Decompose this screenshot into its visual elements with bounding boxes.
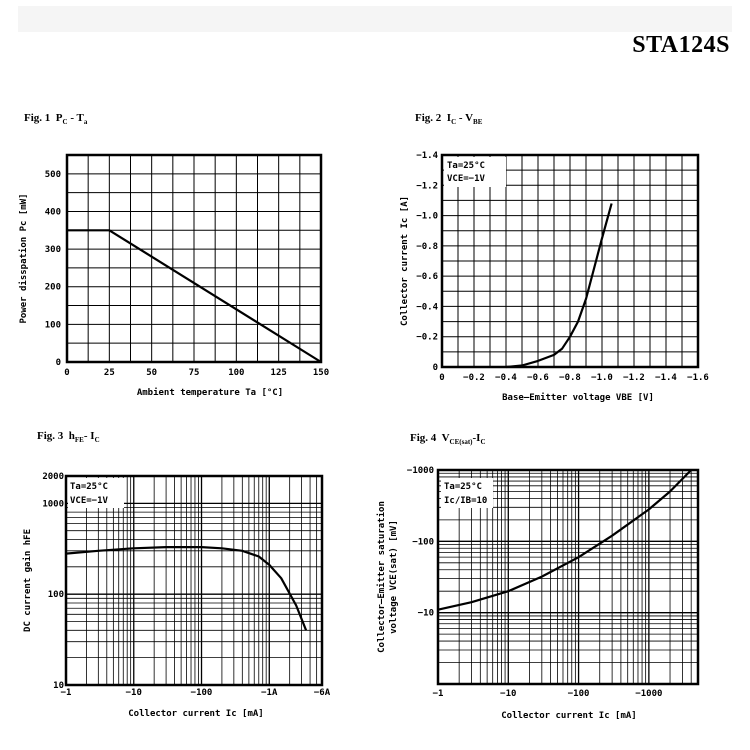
- fig1-series-line: [67, 229, 322, 363]
- fig3-annotation-vce: VCE=−1V: [70, 496, 109, 506]
- fig3-chart: Ta=25°C VCE=−1V −1 −10 −100 −1A −6A 10 100 1000 20…: [22, 472, 331, 719]
- fig2-xtick-label: −0.4: [495, 373, 517, 383]
- fig2-xlabel: Base–Emitter voltage VBE [V]: [502, 392, 654, 403]
- fig4-annotation-ratio: Ic/IB=10: [444, 496, 487, 506]
- fig1-chart: 0 25 50 75 100 125 150 0 100 200 300 400 500 Ambient …: [18, 153, 329, 398]
- fig1-xtick-label: 125: [271, 368, 287, 378]
- fig2-xtick-label: 0: [439, 373, 444, 383]
- fig2-frame: [440, 153, 700, 369]
- fig4-series-line: [437, 469, 692, 611]
- fig2-title: Fig. 2 IC - VBE: [415, 112, 483, 127]
- fig2-ytick-label: −1.0: [416, 212, 438, 222]
- fig3-title: Fig. 3 hFE- IC: [37, 430, 100, 445]
- fig3-ytick-label: 100: [48, 590, 64, 600]
- fig2-xtick-label: −1.6: [687, 373, 709, 383]
- header-bar: [18, 6, 732, 32]
- fig3-ytick-label: 10: [53, 681, 64, 691]
- fig4-xlabel: Collector current Ic [mA]: [501, 711, 636, 721]
- fig1-frame: [65, 153, 323, 364]
- fig2-ytick-label: −0.6: [416, 272, 438, 282]
- fig1-ytick-label: 400: [45, 207, 61, 217]
- fig3-xtick-label: −1A: [261, 688, 278, 698]
- fig3-frame: [64, 474, 324, 687]
- fig2-xtick-label: −0.6: [527, 373, 549, 383]
- fig2-ylabel: Collector current Ic [A]: [400, 196, 410, 326]
- fig4-xtick-label: −100: [568, 689, 590, 699]
- fig2-annotation-box: [444, 157, 506, 187]
- fig3-xtick-label: −10: [126, 688, 142, 698]
- fig4-xtick-label: −1000: [635, 689, 662, 699]
- fig4-ytick-label: −100: [412, 537, 434, 547]
- fig1-ytick-label: 0: [56, 358, 61, 368]
- fig4-xtick-label: −10: [500, 689, 516, 699]
- fig1-ytick-label: 200: [45, 283, 61, 293]
- fig1-title: Fig. 1 PC - Ta: [24, 112, 88, 127]
- fig3-xtick-label: −6A: [314, 688, 331, 698]
- fig1-ylabel: Power disspation Pc [mW]: [18, 193, 29, 323]
- fig2-ytick-label: −0.4: [416, 302, 438, 312]
- fig2-xtick-label: −1.2: [623, 373, 645, 383]
- fig4-ytick-label: −1000: [407, 466, 434, 476]
- fig3-ytick-label: 2000: [42, 472, 64, 482]
- fig1-ytick-label: 100: [45, 320, 61, 330]
- fig4-annotation-box: [441, 478, 493, 508]
- fig1-xtick-label: 75: [189, 368, 200, 378]
- fig1-xtick-label: 25: [104, 368, 115, 378]
- fig1-xtick-label: 150: [313, 368, 329, 378]
- fig1-xtick-label: 0: [64, 368, 69, 378]
- fig4-xtick-label: −1: [433, 689, 444, 699]
- fig4-ylabel: Collector–Emitter saturation voltage VCE(…: [376, 501, 399, 653]
- fig2-ytick-label: 0: [433, 363, 438, 373]
- fig2-ytick-label: −0.2: [416, 333, 438, 343]
- fig4-title: Fig. 4 VCE(sat)-IC: [410, 432, 486, 447]
- fig3-xtick-label: −1: [61, 688, 72, 698]
- fig2-xtick-label: −1.0: [591, 373, 613, 383]
- fig2-xtick-label: −0.8: [559, 373, 581, 383]
- fig2-ytick-label: −1.2: [416, 181, 438, 191]
- fig2-annotation-vce: VCE=−1V: [447, 174, 486, 184]
- fig4-chart: Ta=25°C Ic/IB=10 −1 −10 −100 −1000 −10 −100 −100…: [376, 466, 700, 721]
- fig3-annotation-box: [68, 478, 124, 508]
- fig1-ytick-label: 500: [45, 170, 61, 180]
- fig1-xlabel: Ambient temperature Ta [°C]: [137, 387, 283, 398]
- fig3-ytick-label: 1000: [42, 499, 64, 509]
- fig1-xtick-label: 100: [228, 368, 244, 378]
- fig2-annotation-ta: Ta=25°C: [447, 161, 485, 171]
- fig3-ylabel: DC current gain hFE: [22, 529, 33, 632]
- fig2-ytick-label: −1.4: [416, 151, 438, 161]
- fig3-series-line: [65, 546, 308, 631]
- fig1-xtick-label: 50: [146, 368, 157, 378]
- fig3-xlabel: Collector current Ic [mA]: [128, 709, 263, 719]
- part-number: STA124S: [632, 32, 730, 58]
- fig3-xtick-label: −100: [191, 688, 213, 698]
- fig2-ytick-label: −0.8: [416, 242, 438, 252]
- fig2-series-line: [505, 203, 613, 369]
- fig2-xtick-label: −1.4: [655, 373, 677, 383]
- fig4-ytick-label: −10: [418, 609, 434, 619]
- fig4-annotation-ta: Ta=25°C: [444, 482, 482, 492]
- fig1-ytick-label: 300: [45, 245, 61, 255]
- fig3-annotation-ta: Ta=25°C: [70, 482, 108, 492]
- fig2-xtick-label: −0.2: [463, 373, 485, 383]
- fig4-frame: [436, 468, 700, 686]
